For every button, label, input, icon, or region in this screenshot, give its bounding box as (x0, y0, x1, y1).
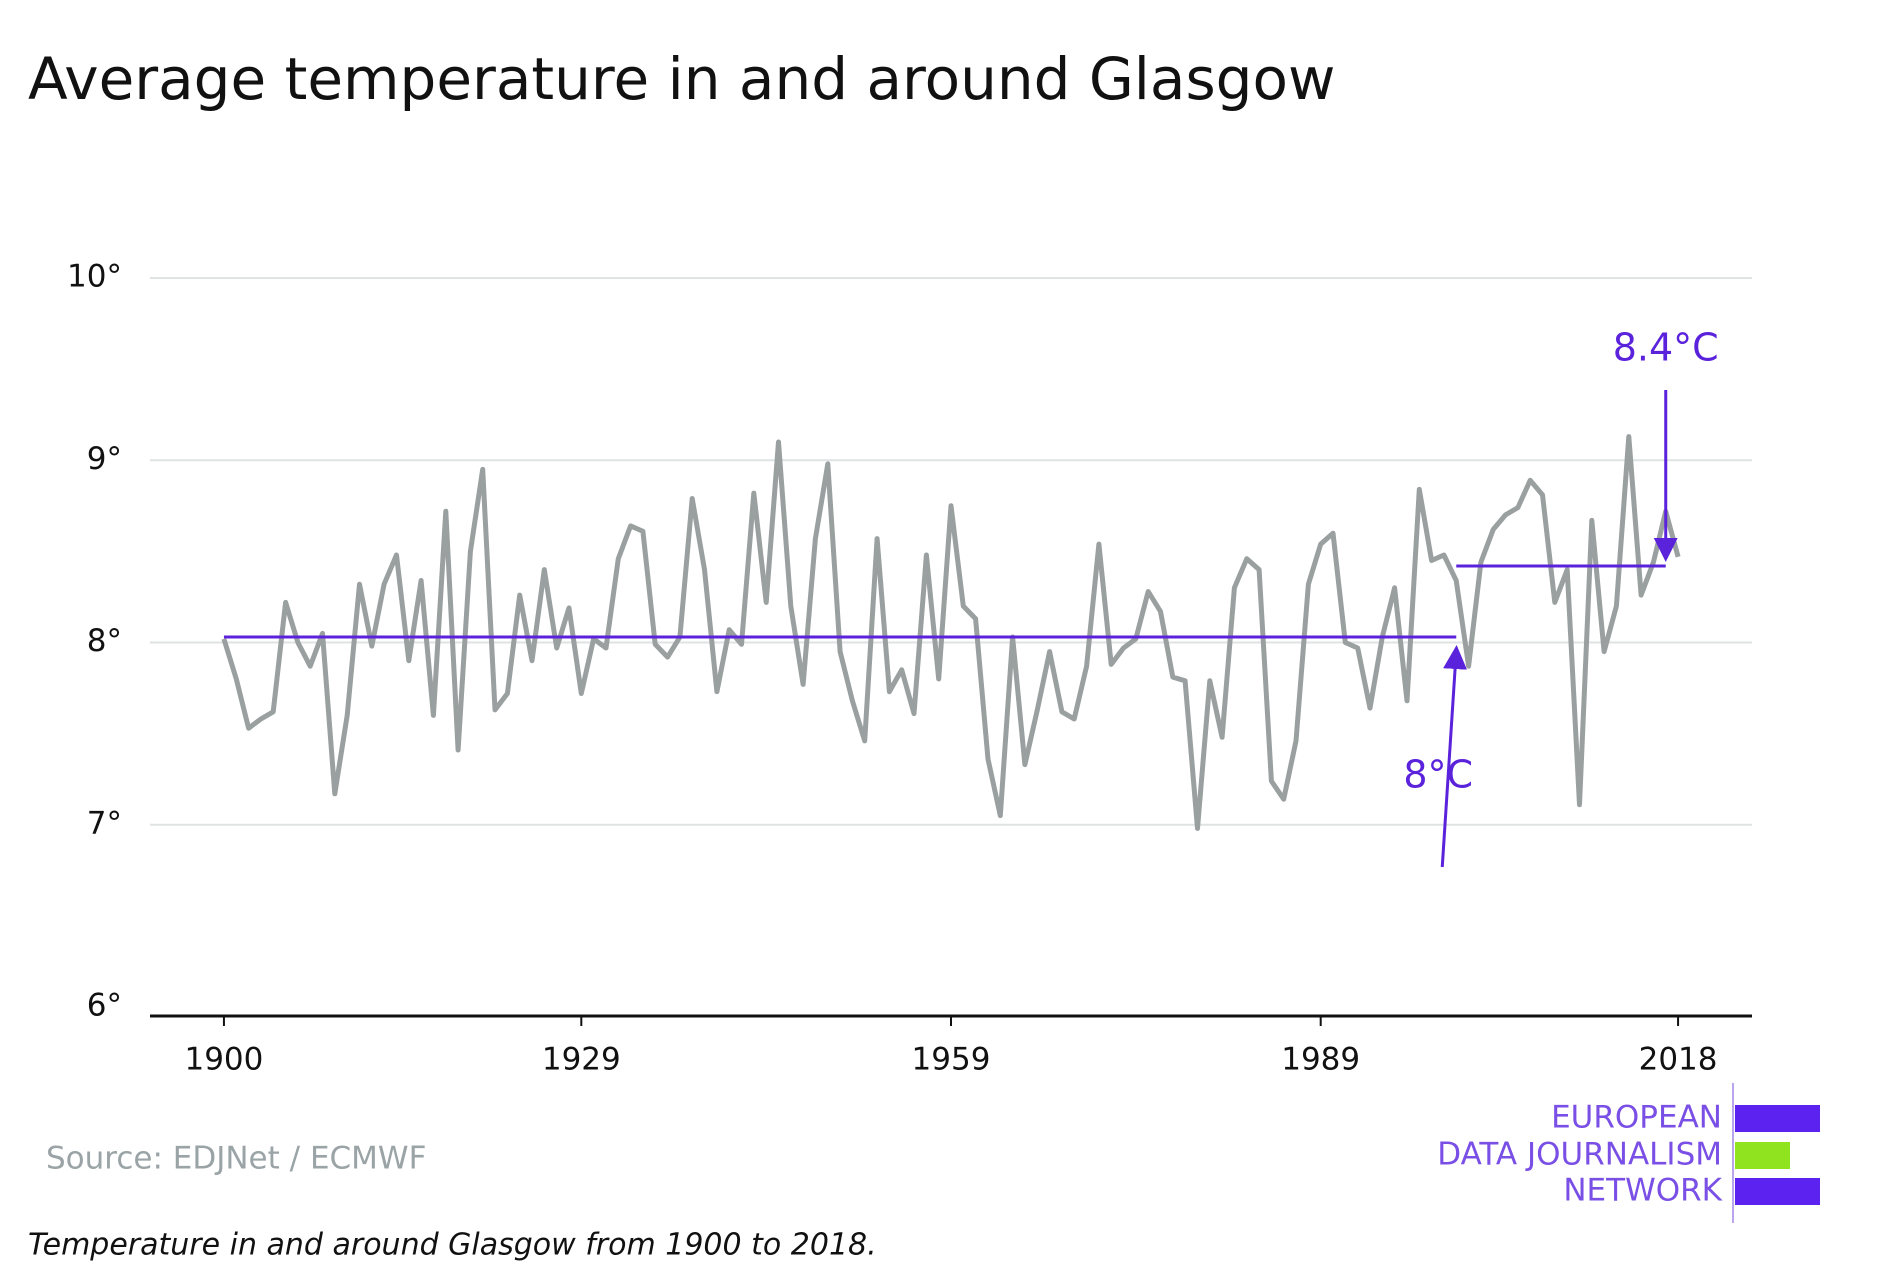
chart-title: Average temperature in and around Glasgo… (28, 45, 1335, 113)
x-tick-label: 1959 (912, 1042, 991, 1078)
annotation-arrow (1440, 645, 1468, 868)
x-tick-label: 1900 (184, 1042, 263, 1078)
temperature-line (221, 434, 1681, 831)
x-tick-label: 2018 (1639, 1042, 1718, 1078)
y-tick-label: 9° (87, 441, 122, 477)
caption: Temperature in and around Glasgow from 1… (28, 1228, 877, 1263)
x-tick-label: 1989 (1281, 1042, 1360, 1078)
annotation-label: 8.4°C (1613, 325, 1719, 369)
logo: EUROPEAN DATA JOURNALISM NETWORK (1437, 1083, 1820, 1223)
x-tick-label: 1929 (542, 1042, 621, 1078)
logo-bar (1735, 1178, 1820, 1205)
logo-bar (1735, 1105, 1820, 1132)
y-tick-label: 10° (67, 259, 122, 295)
logo-text: DATA JOURNALISM (1437, 1137, 1722, 1173)
logo-bar (1735, 1142, 1790, 1169)
y-tick-label: 7° (87, 805, 122, 841)
annotation-label: 8°C (1403, 753, 1473, 797)
y-tick-label: 8° (87, 623, 122, 659)
y-tick-label: 6° (87, 988, 122, 1024)
logo-text: EUROPEAN (1551, 1100, 1722, 1136)
source: Source: EDJNet / ECMWF (46, 1141, 426, 1177)
logo-text: NETWORK (1563, 1173, 1722, 1209)
